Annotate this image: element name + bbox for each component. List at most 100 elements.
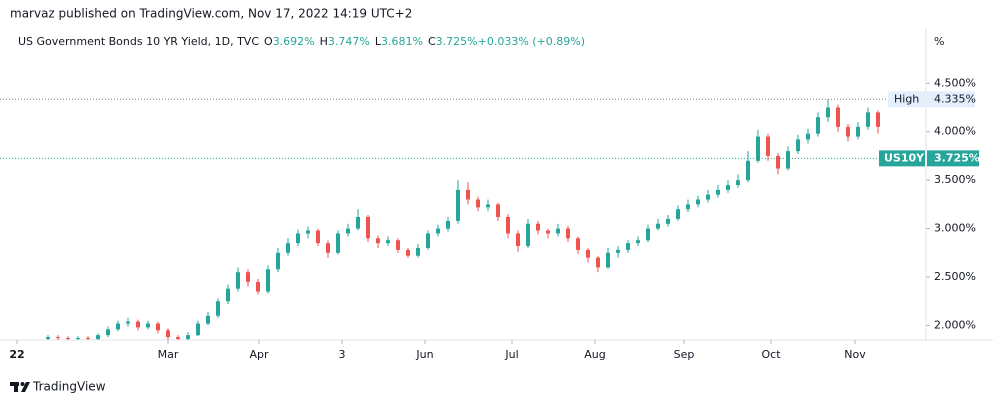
candle-body xyxy=(456,189,460,221)
candle-body xyxy=(796,139,800,152)
candle-body xyxy=(466,189,470,200)
candle-body xyxy=(856,126,860,137)
last-label: US10Y xyxy=(884,151,925,164)
candle-body xyxy=(66,338,70,340)
unit-label: % xyxy=(934,35,944,48)
candle-body xyxy=(446,220,450,229)
last-value-bg xyxy=(927,150,979,167)
x-tick-label: Aug xyxy=(584,348,605,361)
candle-body xyxy=(176,337,180,340)
candle-body xyxy=(696,199,700,205)
high-label: High xyxy=(894,92,919,105)
candle-body xyxy=(406,249,410,256)
x-tick-label: Nov xyxy=(844,348,866,361)
candle-body xyxy=(436,228,440,234)
candle-body xyxy=(626,243,630,250)
last-label-bg xyxy=(879,150,925,167)
candle-body xyxy=(336,233,340,253)
x-tick-label: Oct xyxy=(761,348,781,361)
candle-body xyxy=(426,233,430,248)
candle-body xyxy=(156,323,160,331)
candle-body xyxy=(366,216,370,239)
candle-body xyxy=(116,323,120,330)
high-value-bg xyxy=(927,91,975,108)
candle-body xyxy=(546,230,550,234)
candle-body xyxy=(356,216,360,229)
candle-body xyxy=(286,243,290,253)
candle-body xyxy=(226,288,230,302)
ohlc-value: +0.033% (+0.89%) xyxy=(478,35,585,48)
x-tick-label: Jun xyxy=(415,348,433,361)
candle-body xyxy=(656,223,660,229)
y-tick-label: 4.000% xyxy=(934,125,976,138)
x-tick-label: Sep xyxy=(674,348,695,361)
candle-body xyxy=(506,216,510,234)
candle-body xyxy=(476,199,480,208)
y-tick-label: 2.000% xyxy=(934,318,976,331)
candle-body xyxy=(276,252,280,270)
candle-body xyxy=(256,281,260,292)
tv-logo xyxy=(10,382,30,392)
candle-body xyxy=(846,126,850,137)
ohlc-label: C xyxy=(428,35,436,48)
candle-body xyxy=(576,238,580,250)
y-tick-label: 3.500% xyxy=(934,173,976,186)
candle-body xyxy=(666,218,670,224)
candle-body xyxy=(746,160,750,181)
candle-body xyxy=(326,243,330,253)
candle-body xyxy=(396,240,400,250)
candle-body xyxy=(586,249,590,258)
y-tick-label: 4.500% xyxy=(934,76,976,89)
ohlc-label: O xyxy=(264,35,273,48)
x-tick-label: 22 xyxy=(9,348,24,361)
candle-body xyxy=(246,272,250,282)
candle-body xyxy=(866,112,870,127)
candle-body xyxy=(606,252,610,268)
ohlc-value: 3.747% xyxy=(328,35,370,48)
candle-body xyxy=(346,228,350,234)
candle-body xyxy=(386,240,390,244)
candle-body xyxy=(486,204,490,208)
footer-brand: TradingView xyxy=(32,380,106,394)
candle-body xyxy=(236,272,240,289)
symbol-title: US Government Bonds 10 YR Yield, 1D, TVC xyxy=(18,35,259,48)
candle-body xyxy=(616,249,620,253)
candle-body xyxy=(686,204,690,210)
candle-body xyxy=(826,107,830,118)
candle-body xyxy=(96,335,100,340)
candle-body xyxy=(526,223,530,247)
x-tick-label: 3 xyxy=(339,348,346,361)
candle-body xyxy=(786,151,790,169)
candle-body xyxy=(186,335,190,340)
x-tick-label: Jul xyxy=(504,348,518,361)
candle-body xyxy=(146,323,150,328)
candle-body xyxy=(206,315,210,324)
candle-body xyxy=(86,338,90,340)
last-value: 3.725% xyxy=(934,151,980,164)
x-tick-label: Mar xyxy=(158,348,179,361)
candle-body xyxy=(596,257,600,268)
candle-body xyxy=(566,228,570,239)
candle-body xyxy=(636,240,640,244)
candle-body xyxy=(776,155,780,169)
candle-body xyxy=(136,321,140,328)
candle-body xyxy=(726,185,730,190)
candle-body xyxy=(766,136,770,156)
candle-body xyxy=(166,330,170,338)
candle-body xyxy=(836,107,840,127)
candle-body xyxy=(806,133,810,140)
candle-body xyxy=(106,329,110,336)
high-label-bg xyxy=(888,91,926,108)
candle-body xyxy=(646,228,650,241)
ohlc-label: L xyxy=(375,35,382,48)
candle-body xyxy=(56,337,60,339)
candle-body xyxy=(516,233,520,247)
candle-body xyxy=(676,209,680,219)
candle-body xyxy=(266,269,270,292)
ohlc-value: 3.692% xyxy=(273,35,315,48)
candle-body xyxy=(416,247,420,256)
ohlc-value: 3.681% xyxy=(381,35,423,48)
candle-body xyxy=(126,321,130,324)
candle-body xyxy=(706,194,710,200)
